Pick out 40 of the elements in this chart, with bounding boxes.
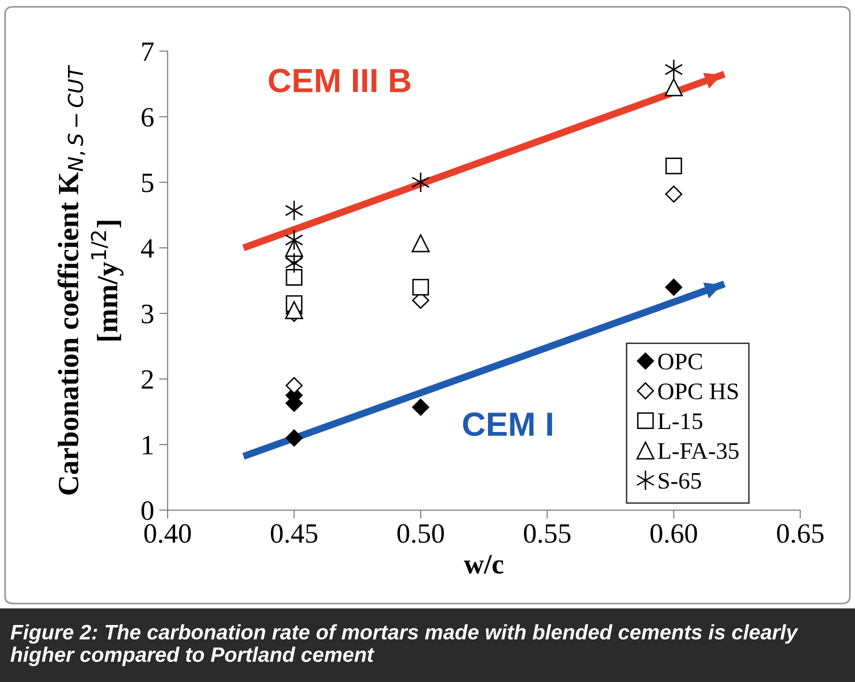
legend-label: L-15 [658,413,702,430]
point [285,301,304,320]
x-tick-label: 0.50 [397,524,444,543]
series-label: CEM I [463,412,552,436]
point [286,377,303,394]
point [286,429,303,447]
point [665,278,682,296]
legend-label: S-65 [658,472,701,489]
point [412,398,430,416]
x-tick-label: 0.55 [524,524,570,543]
y-tick-label: 1 [142,436,153,454]
point [285,200,304,221]
legend-label: OPC [658,354,702,370]
caption: Figure 2: The carbonation rate of mortars made with blended cements is clearly higher compared to Portland cement [10,624,798,666]
y-tick-label: 7 [142,42,154,61]
y-tick-label: 2 [142,370,153,389]
x-tick-label: 0.65 [777,524,824,543]
point [412,234,430,252]
point [286,269,302,286]
point [412,172,430,193]
y-tick-label: 6 [142,108,154,127]
text: Carbonation coefficient K$_{N,S−CUT}$ [mm/y$^{1/2}$] [58,64,124,495]
legend-label: L-FA-35 [658,443,739,459]
y-tick-label: 4 [141,239,154,258]
x-axis-title: w/c [464,555,504,574]
y-tick-label: 3 [142,304,154,324]
point [665,186,682,203]
point [664,78,683,96]
point [664,59,683,80]
point [412,278,429,296]
y-tick-label: 0 [142,501,154,520]
legend-label: OPC HS [658,383,738,400]
x-tick-label: 0.60 [650,524,697,543]
x-tick-label: 0.40 [144,524,191,543]
point [285,252,304,274]
point [285,230,304,250]
text: CEM III B [268,68,410,92]
point [665,158,682,174]
y-tick-label: 5 [142,174,154,192]
x-tick-label: 0.45 [270,524,318,543]
